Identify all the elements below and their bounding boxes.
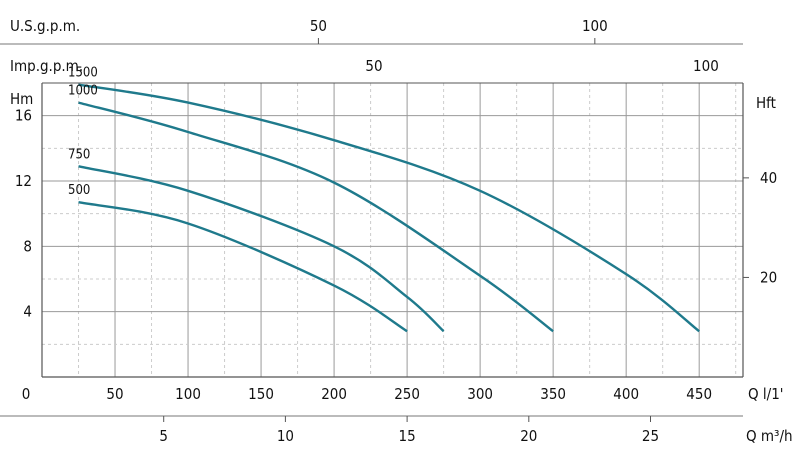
impgpm-tick-label: 50 <box>365 57 382 75</box>
x-tick-label: 0 <box>22 385 31 403</box>
x-tick-label: 100 <box>175 385 201 403</box>
y-tick-label: 8 <box>23 237 32 255</box>
grid-layer <box>0 43 744 417</box>
label-layer: 1500 1000 750 500 Hm 4 8 12 16 0 50 100 150 200 250 300… <box>10 17 793 445</box>
x-tick-label: 200 <box>321 385 347 403</box>
m3h-title: Q m³/h <box>746 427 793 445</box>
impgpm-title: Imp.g.p.m. <box>10 57 83 75</box>
series-line-1500 <box>78 83 700 333</box>
y-tick-label: 4 <box>23 303 32 321</box>
series-label-1500: 1500 <box>68 66 98 81</box>
x-tick-label: 50 <box>106 385 123 403</box>
usgpm-tick-label: 50 <box>310 17 327 35</box>
right-tick-label: 20 <box>760 268 777 286</box>
right-axis-title: Hft <box>756 94 776 112</box>
series-line-750 <box>78 165 445 333</box>
x-tick-label: 450 <box>686 385 712 403</box>
series-line-1000 <box>78 101 554 333</box>
m3h-tick-label: 15 <box>399 427 416 445</box>
x-tick-label: 400 <box>613 385 639 403</box>
x-tick-label: 150 <box>248 385 274 403</box>
m3h-tick-label: 5 <box>159 427 168 445</box>
usgpm-title: U.S.g.p.m. <box>10 17 80 35</box>
plot-background <box>42 83 743 377</box>
series-label-1000: 1000 <box>68 84 98 99</box>
series-label-500: 500 <box>68 183 90 198</box>
usgpm-tick-label: 100 <box>582 17 608 35</box>
x-axis-title: Q l/1' <box>748 385 784 403</box>
right-tick-label: 40 <box>760 169 777 187</box>
y-tick-label: 16 <box>15 107 32 125</box>
x-tick-label: 350 <box>540 385 566 403</box>
m3h-tick-label: 10 <box>277 427 294 445</box>
y-tick-label: 12 <box>15 172 32 190</box>
y-axis-title: Hm <box>10 90 33 108</box>
series-layer <box>78 83 700 333</box>
x-tick-label: 250 <box>394 385 420 403</box>
series-label-750: 750 <box>68 147 90 162</box>
impgpm-tick-label: 100 <box>693 57 719 75</box>
series-line-500 <box>78 201 408 333</box>
x-tick-label: 300 <box>467 385 493 403</box>
m3h-tick-label: 25 <box>642 427 659 445</box>
m3h-tick-label: 20 <box>520 427 537 445</box>
